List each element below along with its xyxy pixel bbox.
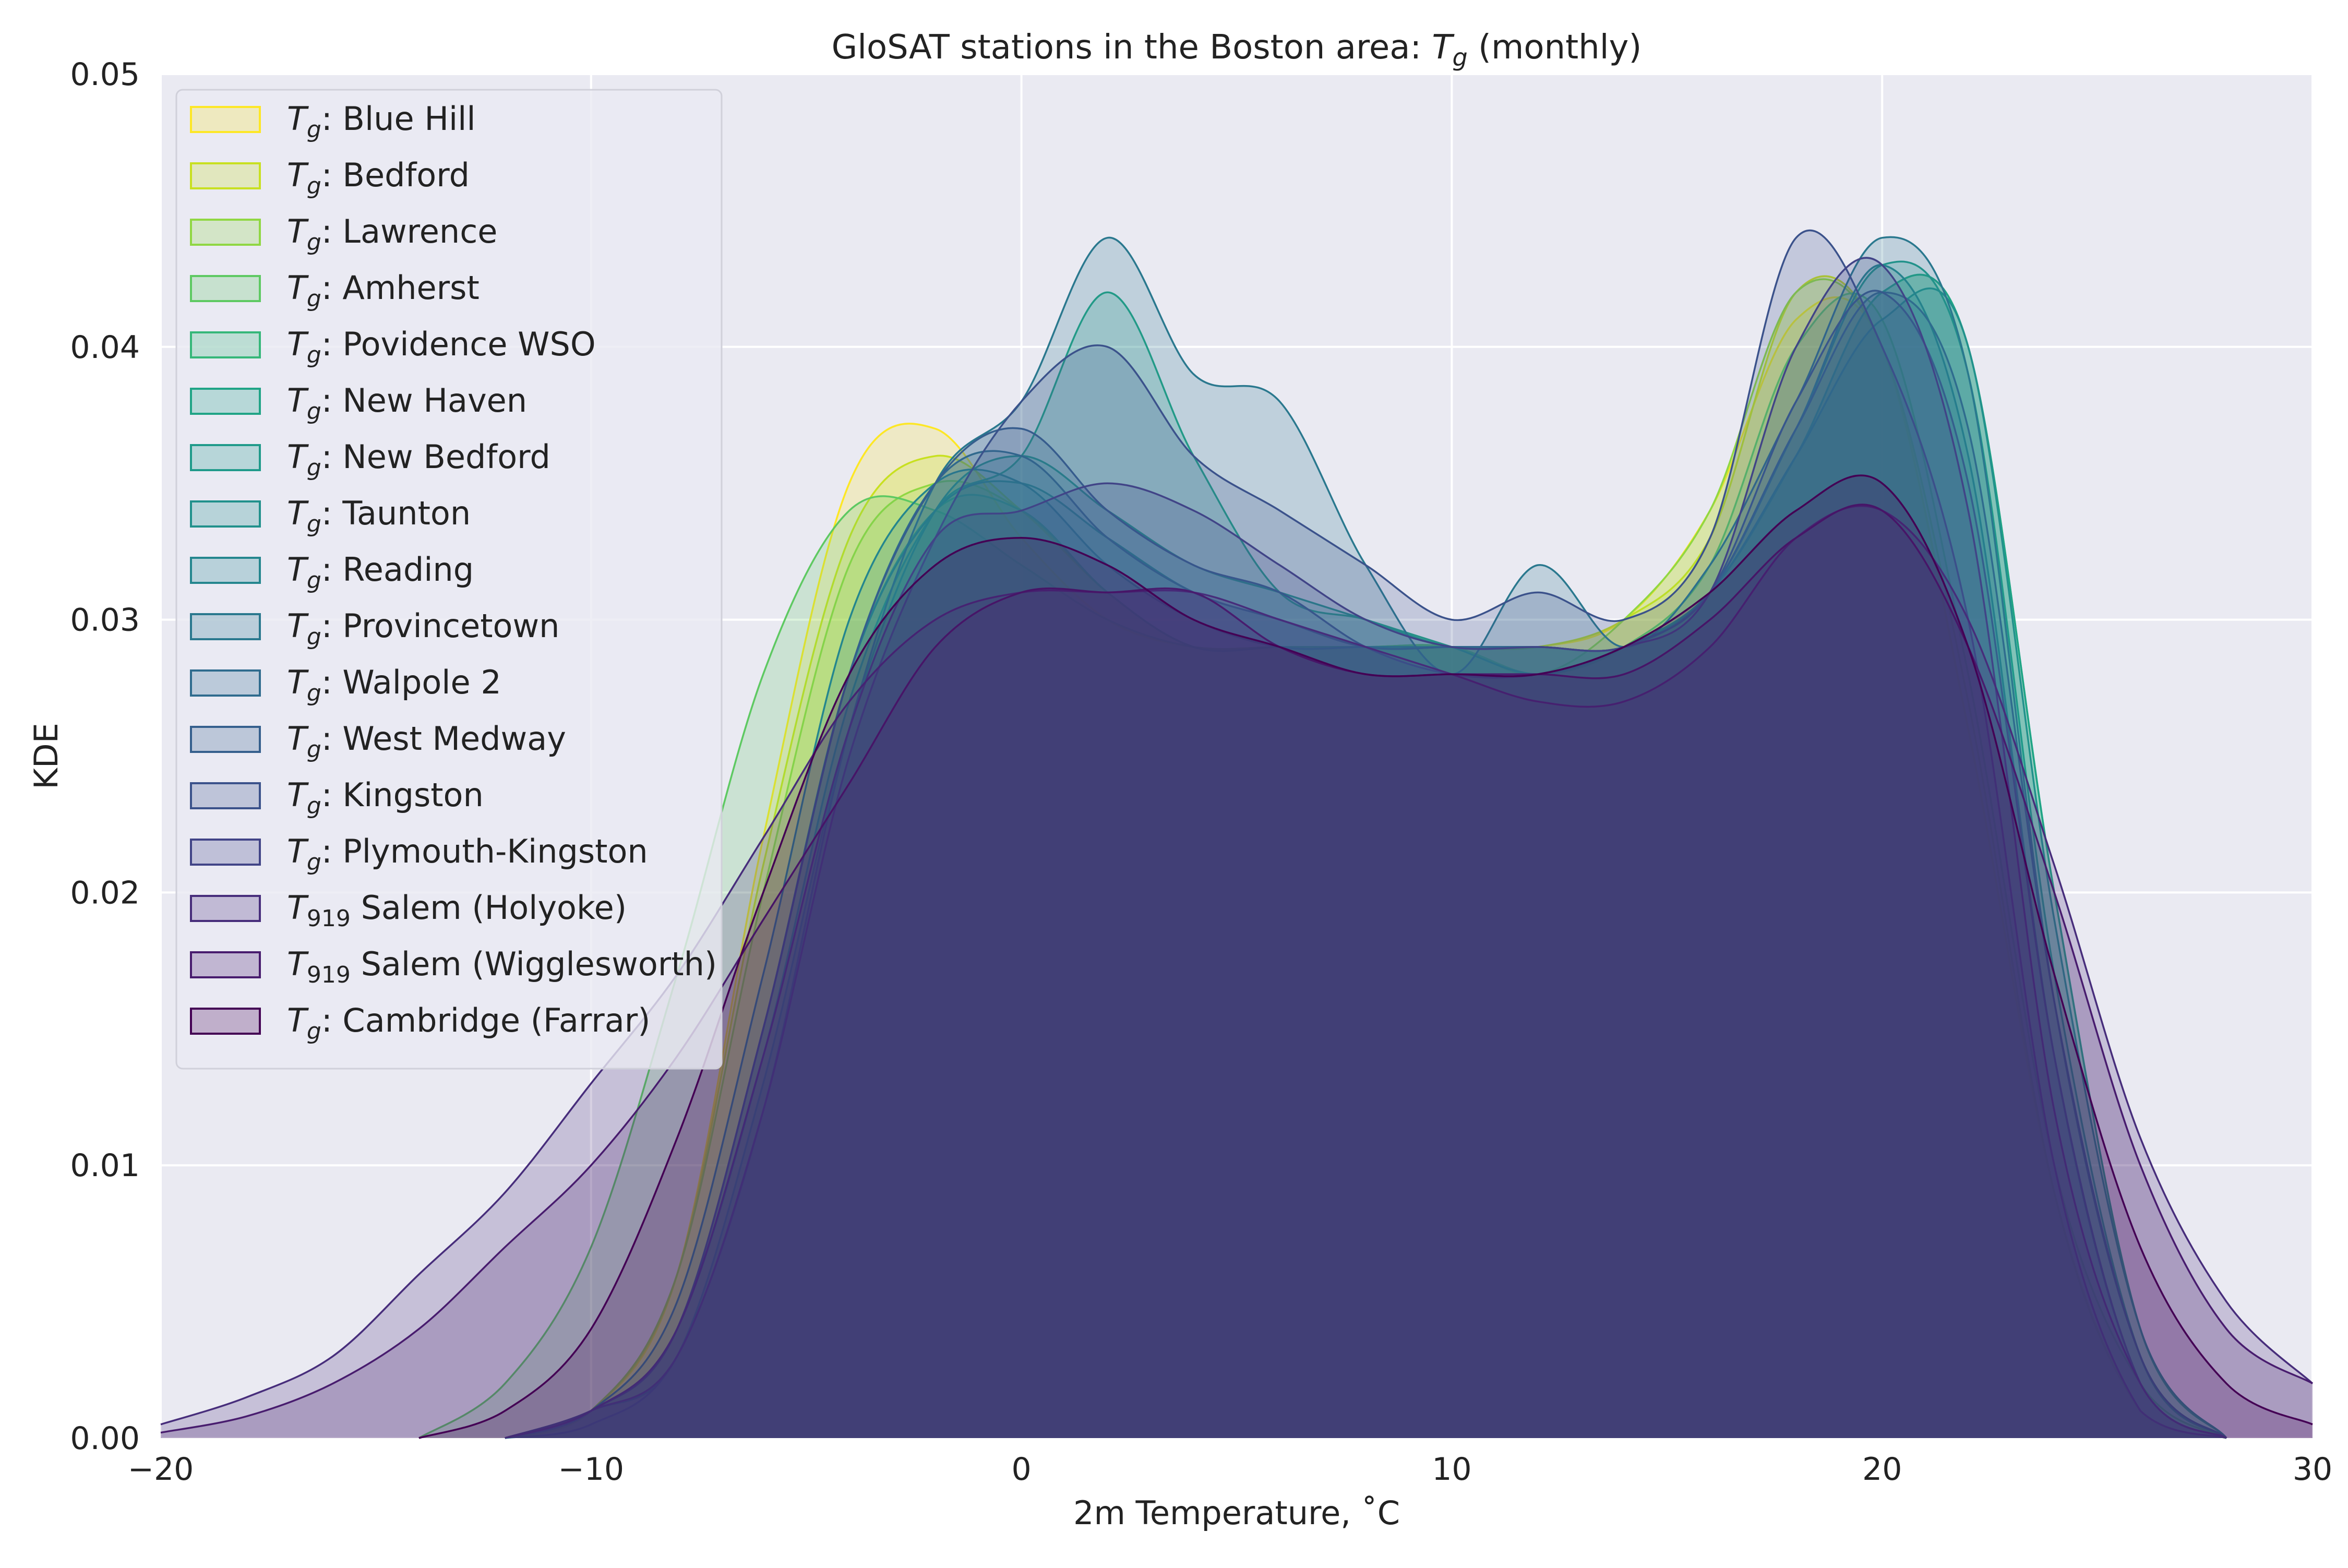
legend-label: Tg: Blue Hill — [287, 100, 476, 143]
legend-label: Tg: New Haven — [287, 381, 527, 425]
y-tick-label: 0.04 — [70, 329, 140, 366]
legend-entry: Tg: Reading — [190, 550, 474, 594]
legend-label: Tg: Amherst — [287, 269, 480, 312]
legend-swatch — [190, 106, 261, 133]
x-tick-label: −10 — [558, 1451, 624, 1488]
y-tick-label: 0.05 — [70, 56, 140, 93]
legend-swatch — [190, 669, 261, 697]
kde-area-4 — [418, 293, 2227, 1439]
legend-label: Tg: Lawrence — [287, 212, 497, 256]
kde-area-7 — [505, 261, 2227, 1439]
kde-area-9 — [505, 265, 2227, 1438]
legend-label: Tg: Taunton — [287, 494, 471, 537]
legend-box — [175, 89, 723, 1070]
x-tick-label: 20 — [1862, 1451, 1902, 1488]
kde-area-12 — [505, 291, 2227, 1439]
legend-swatch — [190, 1008, 261, 1035]
kde-area-17 — [418, 475, 2313, 1439]
x-tick-label: 10 — [1432, 1451, 1471, 1488]
legend-entry: Tg: Provincetown — [190, 607, 559, 650]
legend-label: T919 Salem (Wigglesworth) — [287, 945, 717, 988]
y-tick-label: 0.02 — [70, 875, 140, 911]
legend-entry: Tg: Cambridge (Farrar) — [190, 1001, 650, 1045]
legend-entry: T919 Salem (Holyoke) — [190, 889, 627, 932]
legend-label: Tg: Povidence WSO — [287, 325, 596, 368]
kde-area-11 — [505, 292, 2227, 1438]
legend-swatch — [190, 275, 261, 302]
kde-line-12 — [505, 290, 2227, 1439]
legend-label: Tg: Provincetown — [287, 607, 559, 650]
kde-area-15 — [161, 506, 2313, 1439]
legend-swatch — [190, 726, 261, 753]
legend-entry: Tg: Plymouth-Kingston — [190, 832, 648, 876]
legend-label: Tg: Kingston — [287, 776, 484, 819]
legend-label: Tg: Reading — [287, 550, 474, 594]
legend-label: Tg: New Bedford — [287, 438, 550, 481]
legend-entry: Tg: Bedford — [190, 156, 470, 199]
legend-entry: Tg: Kingston — [190, 776, 484, 819]
kde-line-9 — [505, 264, 2227, 1439]
x-tick-label: 0 — [1012, 1451, 1032, 1488]
chart-title: GloSAT stations in the Boston area: Tg (… — [832, 28, 1642, 71]
x-axis-title: 2m Temperature, ˚C — [1073, 1494, 1400, 1532]
legend-entry: Tg: New Haven — [190, 381, 527, 425]
legend-entry: T919 Salem (Wigglesworth) — [190, 945, 717, 988]
legend-swatch — [190, 557, 261, 584]
legend-swatch — [190, 500, 261, 528]
kde-area-2 — [505, 276, 2227, 1438]
x-tick-label: −20 — [128, 1451, 194, 1488]
y-axis-title: KDE — [27, 723, 65, 789]
legend-label: Tg: Walpole 2 — [287, 663, 501, 707]
kde-line-16 — [160, 504, 2313, 1434]
legend-label: Tg: Cambridge (Farrar) — [287, 1001, 650, 1045]
legend-entry: Tg: New Bedford — [190, 438, 550, 481]
legend-label: T919 Salem (Holyoke) — [287, 889, 627, 932]
kde-line-10 — [505, 236, 2227, 1439]
kde-area-16 — [161, 504, 2313, 1438]
kde-area-1 — [505, 297, 2227, 1438]
legend-entry: Tg: Amherst — [190, 269, 480, 312]
legend-swatch — [190, 782, 261, 809]
legend-entry: Tg: Taunton — [190, 494, 471, 537]
y-tick-label: 0.01 — [70, 1147, 140, 1184]
legend-swatch — [190, 895, 261, 922]
legend-label: Tg: Bedford — [287, 156, 470, 199]
legend-entry: Tg: Lawrence — [190, 212, 497, 256]
legend-label: Tg: Plymouth-Kingston — [287, 832, 648, 876]
legend-entry: Tg: Povidence WSO — [190, 325, 596, 368]
kde-area-13 — [505, 230, 2227, 1438]
kde-line-14 — [505, 257, 2227, 1439]
legend-swatch — [190, 839, 261, 866]
legend-entry: Tg: West Medway — [190, 720, 566, 763]
kde-line-7 — [505, 260, 2227, 1439]
legend-swatch — [190, 951, 261, 978]
legend-label: Tg: West Medway — [287, 720, 566, 763]
kde-area-14 — [505, 258, 2227, 1439]
legend-entry: Tg: Walpole 2 — [190, 663, 501, 707]
y-tick-label: 0.03 — [70, 602, 140, 639]
kde-line-15 — [160, 505, 2314, 1426]
x-tick-label: 30 — [2293, 1451, 2332, 1488]
kde-area-3 — [505, 279, 2227, 1439]
legend-swatch — [190, 388, 261, 415]
legend-swatch — [190, 331, 261, 358]
legend-swatch — [190, 444, 261, 471]
legend-swatch — [190, 613, 261, 640]
legend-swatch — [190, 219, 261, 246]
y-tick-label: 0.00 — [70, 1420, 140, 1457]
legend-swatch — [190, 162, 261, 189]
legend-entry: Tg: Blue Hill — [190, 100, 476, 143]
kde-area-8 — [505, 288, 2227, 1438]
